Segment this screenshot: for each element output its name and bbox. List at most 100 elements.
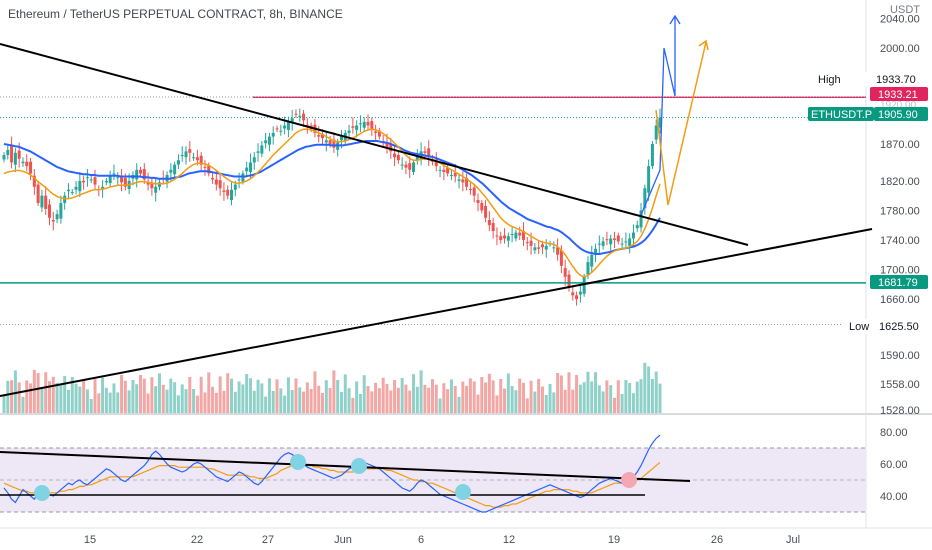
ma-fast-line (3, 128, 661, 278)
volume-bar (135, 384, 139, 413)
candle-body (230, 189, 234, 201)
low-label: Low (849, 321, 869, 333)
last-price-box (874, 107, 928, 121)
time-tick: 26 (711, 534, 723, 546)
candle-body (252, 157, 256, 163)
volume-bar (635, 381, 639, 413)
candle-body (286, 121, 290, 130)
high-label-box (812, 72, 932, 87)
candle-body (294, 113, 298, 115)
time-tick: 6 (418, 534, 424, 546)
volume-bar (93, 379, 97, 413)
candle-body (290, 118, 294, 122)
candle-body (461, 179, 465, 183)
volume-bar (192, 389, 196, 413)
volume-bar (404, 384, 408, 413)
candle-body (142, 169, 146, 180)
volume-bar (366, 386, 370, 413)
volume-bar (582, 382, 586, 413)
candle-body (25, 161, 29, 167)
rsi-axis: 80.00 60.00 40.00 (880, 427, 908, 503)
candle-body (207, 165, 211, 174)
volume-bar (575, 375, 579, 413)
volume-bar (336, 380, 340, 413)
candle-body (218, 180, 222, 189)
candle-body (59, 203, 63, 219)
volume-bar (85, 389, 89, 413)
candle-body (468, 189, 472, 191)
volume-bar (32, 370, 36, 413)
price-tick: 1870.00 (880, 139, 920, 151)
candle-body (351, 126, 355, 128)
volume-bar (317, 385, 321, 413)
candle-body (586, 262, 590, 275)
candle-body (74, 186, 78, 190)
symbol-label: ETHUSDT.P (811, 109, 872, 121)
candle-body (305, 124, 309, 126)
price-tick: 2040.00 (880, 13, 920, 25)
candle-body (2, 155, 6, 160)
candle-body (17, 150, 21, 159)
candle-body (601, 241, 605, 246)
candle-body (184, 151, 188, 158)
volume-bar (628, 383, 632, 413)
candle-body (241, 173, 245, 182)
volume-bar (457, 396, 461, 413)
volume-bar (150, 377, 154, 413)
candle-body (44, 195, 48, 209)
volume-bar (29, 383, 33, 413)
volume-bar (165, 389, 169, 413)
volume-bar (161, 384, 165, 413)
price-tick: 1740.00 (880, 235, 920, 247)
candle-body (123, 177, 127, 187)
candle-body (408, 163, 412, 170)
volume-bar (157, 373, 161, 413)
volume-bar (21, 396, 25, 413)
volume-bar (245, 374, 249, 413)
candle-body (120, 177, 124, 183)
volume-bar (127, 390, 131, 413)
price-axis: 2040.00 2000.00 1870.00 1820.00 1780.00 1740.… (880, 13, 920, 417)
volume-bar (343, 374, 347, 413)
candle-body (104, 180, 108, 183)
volume-bar (48, 381, 52, 413)
volume-bar (97, 393, 101, 413)
volume-bar (370, 391, 374, 413)
volume-bar (578, 384, 582, 413)
price-tick: 1590.00 (880, 350, 920, 362)
volume-bar (499, 379, 503, 413)
volume-bar (51, 376, 55, 413)
low-label-box (842, 319, 932, 334)
volume-bar (169, 378, 173, 413)
candle-body (78, 180, 82, 192)
candle-body (442, 169, 446, 173)
volume-bar (309, 389, 313, 413)
orange-projection-path (655, 41, 707, 206)
candle-body (13, 152, 17, 165)
candle-body (85, 177, 89, 179)
candle-body (590, 254, 594, 267)
candle-body (472, 187, 476, 196)
volume-bar (40, 387, 44, 413)
volume-bar (540, 386, 544, 413)
volume-bar (552, 392, 556, 413)
candle-body (556, 247, 560, 255)
volume-bar (66, 389, 70, 413)
candle-body (40, 195, 44, 208)
volume-bar (294, 378, 298, 413)
candle-body (370, 121, 374, 130)
volume-bar (256, 379, 260, 413)
volume-bar (59, 383, 63, 413)
candle-body (226, 189, 230, 196)
candle-body (544, 245, 548, 250)
volume-bar (449, 379, 453, 413)
volume-bar (233, 391, 237, 413)
candle-body (533, 247, 537, 251)
candle-body (484, 205, 488, 218)
volume-bar (104, 387, 108, 413)
volume-bar (195, 395, 199, 413)
candle-body (537, 247, 541, 249)
volume-bar (146, 393, 150, 413)
volume-bar (480, 377, 484, 413)
